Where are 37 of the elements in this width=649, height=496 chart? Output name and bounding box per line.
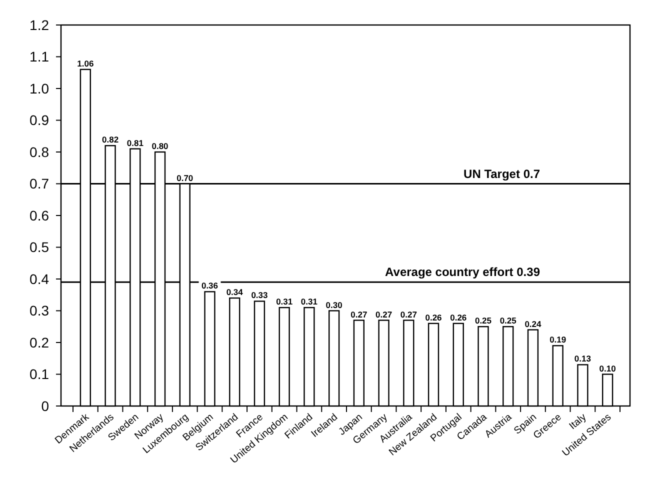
data-label: 0.33 — [251, 290, 268, 300]
data-label: 0.80 — [152, 141, 169, 151]
y-tick-label: 0.1 — [30, 366, 50, 382]
y-tick-label: 0.5 — [30, 239, 50, 256]
y-tick-label: 0.6 — [30, 207, 50, 224]
data-label: 0.26 — [425, 312, 442, 322]
y-tick-label: 0.3 — [30, 302, 50, 319]
y-tick-label: 0.4 — [30, 270, 50, 287]
y-tick-label: 0 — [41, 398, 50, 414]
y-tick-label: 0.8 — [30, 144, 50, 160]
data-label: 0.30 — [326, 300, 343, 310]
data-label: 0.27 — [400, 309, 418, 320]
y-tick-label: 0.9 — [30, 112, 50, 128]
data-label: 0.70 — [176, 172, 194, 183]
y-tick-label: 1.2 — [30, 16, 50, 33]
data-label: 0.27 — [376, 309, 392, 320]
data-label: 0.10 — [599, 363, 616, 374]
data-label: 1.06 — [77, 58, 94, 68]
data-label: 0.26 — [450, 312, 467, 322]
data-label: 0.27 — [350, 309, 368, 320]
data-label: 0.34 — [226, 287, 244, 298]
data-label: 0.25 — [474, 316, 492, 326]
data-label: 0.19 — [550, 334, 566, 345]
y-tick-label: 0.2 — [30, 334, 50, 350]
data-label: 0.31 — [276, 296, 293, 307]
data-label: 0.13 — [574, 354, 592, 364]
data-label: 0.36 — [201, 280, 218, 291]
ref-line-label: UN Target 0.7 — [464, 166, 540, 181]
y-tick-label: 0.7 — [30, 176, 50, 192]
y-tick-label: 1.0 — [30, 80, 50, 96]
ref-line-label: Average country effort 0.39 — [385, 265, 540, 280]
y-tick-label: 1.1 — [30, 48, 50, 65]
data-label: 0.82 — [102, 134, 119, 145]
data-label: 0.24 — [524, 318, 542, 329]
data-label: 0.25 — [500, 316, 517, 326]
data-label: 0.31 — [300, 296, 318, 307]
data-label: 0.81 — [126, 138, 144, 148]
